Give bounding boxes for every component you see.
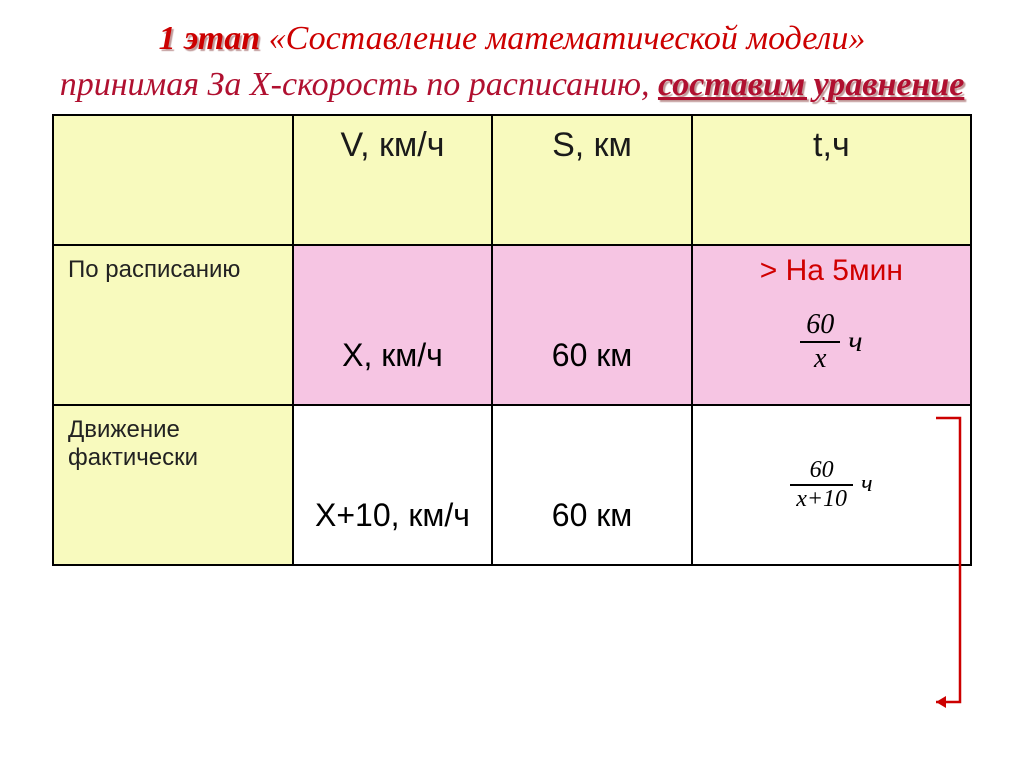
cell-s: 60 км [492, 245, 691, 405]
header-blank [53, 115, 293, 245]
title-quote: «Составление математической модели» [269, 20, 866, 57]
cell-t: 60 х+10 ч [692, 405, 971, 565]
cell-v-text: Х, км/ч [342, 337, 443, 374]
title-stage: 1 этап [159, 20, 261, 57]
header-v: V, км/ч [293, 115, 493, 245]
cell-v-text: Х+10, км/ч [315, 497, 470, 534]
hours-suffix: ч [861, 471, 872, 498]
fraction-den: х+10 [790, 484, 853, 513]
cell-v: Х, км/ч [293, 245, 493, 405]
title-line2-em: составим уравнение [658, 66, 964, 103]
hours-suffix: ч [848, 325, 862, 359]
header-s: S, км [492, 115, 691, 245]
cell-s-text: 60 км [552, 497, 632, 534]
data-table: V, км/ч S, км t,ч По расписанию Х, км/ч … [52, 114, 972, 566]
table-row: По расписанию Х, км/ч 60 км > На 5мин 60… [53, 245, 971, 405]
fraction-num: 60 [790, 457, 853, 484]
cell-v: Х+10, км/ч [293, 405, 493, 565]
cell-t-note: > На 5мин [693, 254, 970, 288]
title-line2-pre: принимая За Х-скорость по расписанию, [60, 66, 658, 103]
fraction: 60 х [800, 309, 840, 375]
table-row: Движение фактически Х+10, км/ч 60 км 60 … [53, 405, 971, 565]
fraction-den: х [800, 341, 840, 375]
cell-s: 60 км [492, 405, 691, 565]
row-label: По расписанию [53, 245, 293, 405]
fraction: 60 х+10 [790, 457, 853, 513]
slide-title: 1 этап «Составление математической модел… [40, 16, 984, 108]
header-t: t,ч [692, 115, 971, 245]
row-label: Движение фактически [53, 405, 293, 565]
cell-t: > На 5мин 60 х ч [692, 245, 971, 405]
table-header-row: V, км/ч S, км t,ч [53, 115, 971, 245]
fraction-num: 60 [800, 309, 840, 341]
cell-s-text: 60 км [552, 337, 632, 374]
